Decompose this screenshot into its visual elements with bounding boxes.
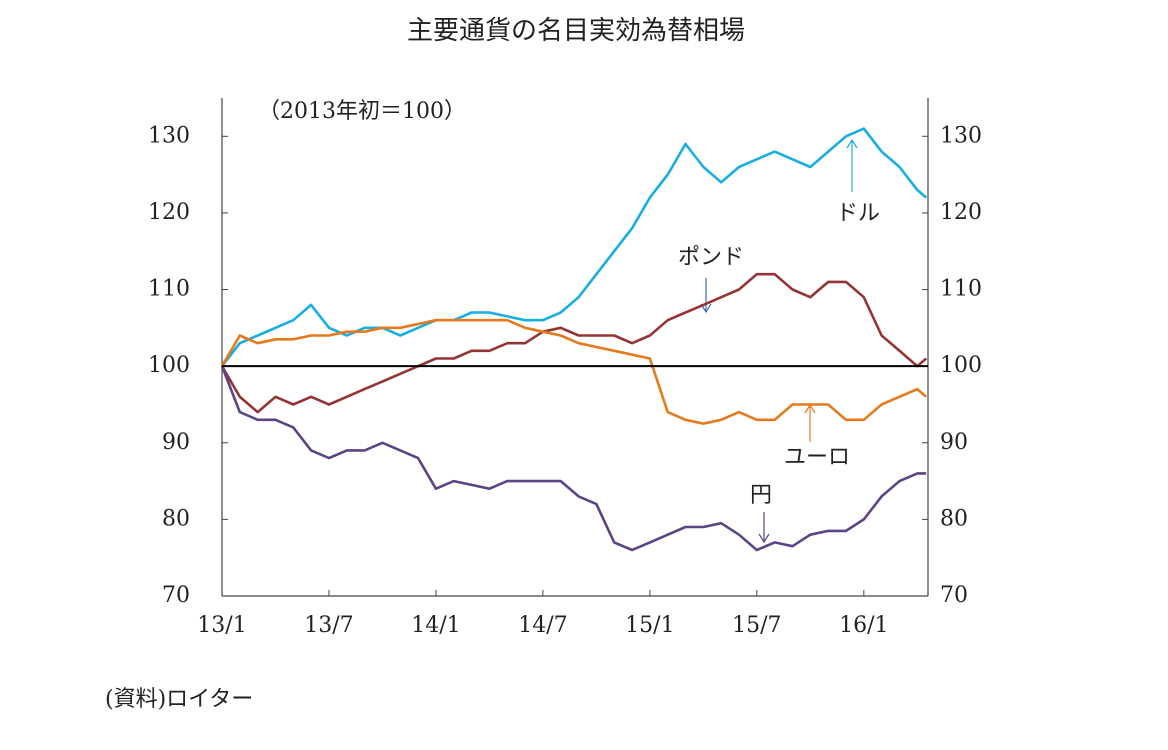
series-label: ユーロ: [784, 445, 850, 470]
y-tick-label: 70: [162, 583, 190, 608]
y-tick-label: 90: [162, 430, 190, 455]
x-tick-label: 16/1: [839, 613, 888, 638]
series-label: ドル: [836, 201, 880, 226]
y-tick-label: 120: [148, 200, 190, 225]
y2-tick-label: 80: [940, 506, 968, 531]
x-tick-label: 15/1: [625, 613, 674, 638]
series-label: ポンド: [678, 245, 744, 270]
x-tick-label: 13/1: [197, 613, 246, 638]
chart-subtitle: （2013年初＝100）: [258, 99, 466, 124]
y2-tick-label: 130: [940, 123, 982, 148]
y-tick-label: 100: [148, 353, 190, 378]
x-tick-label: 14/7: [518, 613, 567, 638]
y2-tick-label: 110: [940, 277, 982, 302]
y-tick-label: 130: [148, 123, 190, 148]
series-line: [220, 272, 928, 414]
y2-tick-label: 90: [940, 430, 968, 455]
y-tick-label: 80: [162, 506, 190, 531]
y-tick-label: 110: [148, 277, 190, 302]
y2-tick-label: 100: [940, 353, 982, 378]
series-line: [220, 127, 928, 367]
source-note: (資料)ロイター: [105, 687, 253, 712]
y2-tick-label: 70: [940, 583, 968, 608]
y2-tick-label: 120: [940, 200, 982, 225]
x-tick-label: 15/7: [732, 613, 781, 638]
series-line: [220, 365, 927, 552]
x-tick-label: 13/7: [304, 613, 353, 638]
x-tick-label: 14/1: [411, 613, 460, 638]
series-line: [220, 318, 928, 425]
annotation-arrows: [700, 138, 858, 544]
frame: [221, 98, 929, 597]
series-label: 円: [750, 483, 772, 508]
chart-title: 主要通貨の名目実効為替相場: [407, 16, 745, 46]
